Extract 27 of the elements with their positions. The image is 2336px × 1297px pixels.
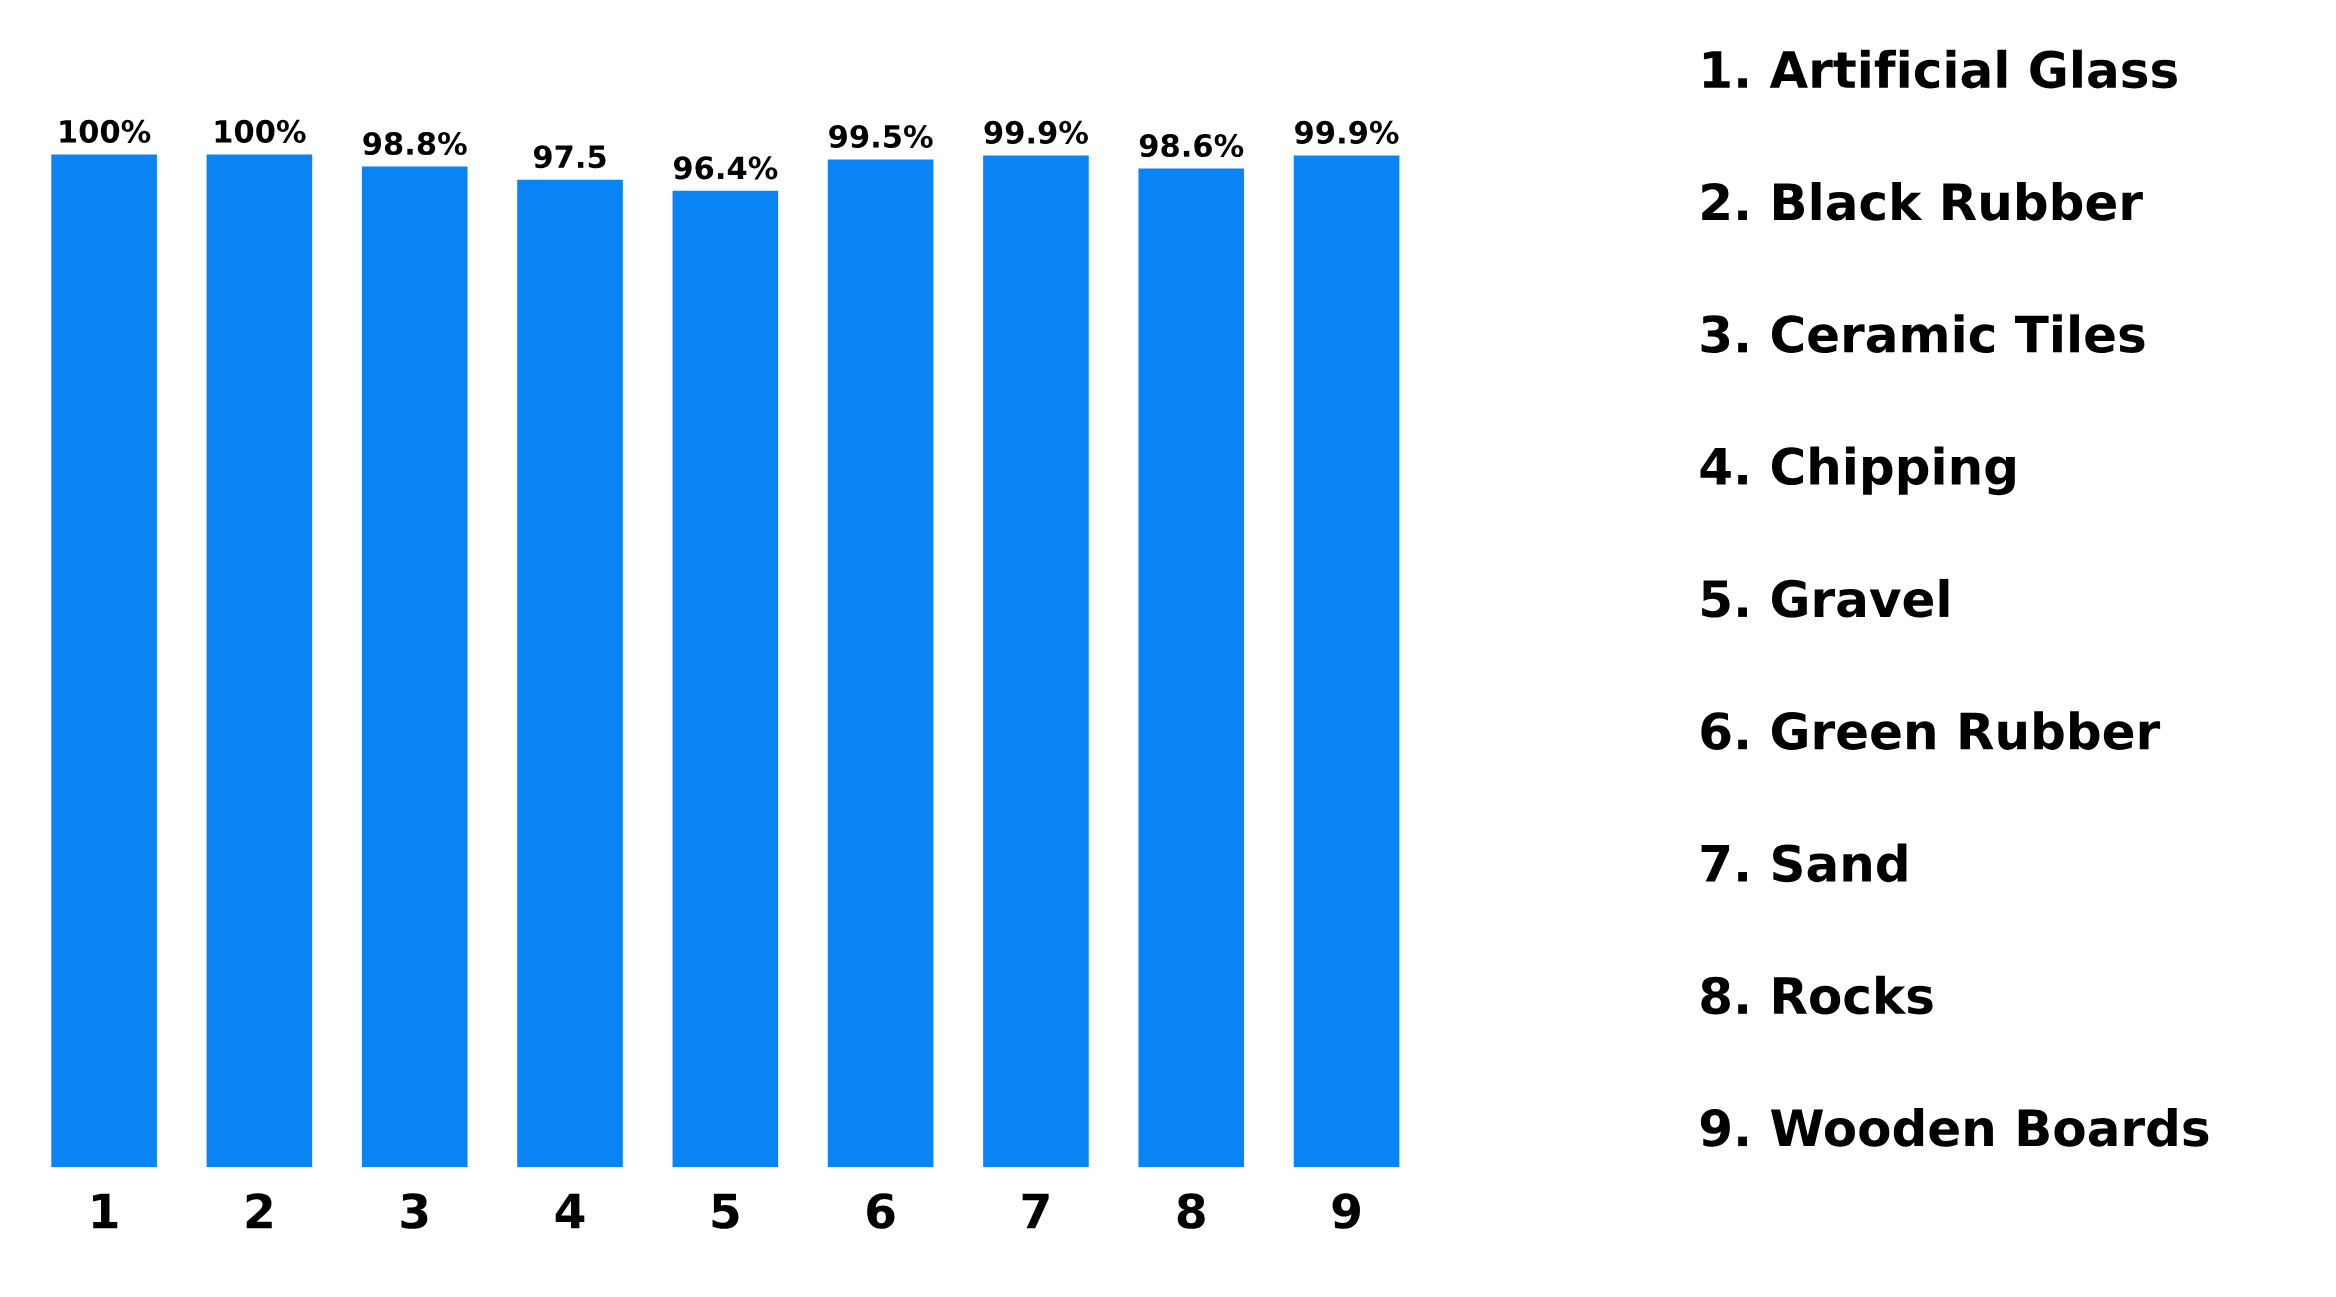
data-label: 99.9% [984, 120, 1088, 144]
x-tick-label: 3 [401, 1193, 428, 1229]
text: 2. Black Rubber [1702, 182, 2143, 221]
x-tick-label: 5 [712, 1193, 739, 1229]
text: 3. Ceramic Tiles [1701, 314, 2145, 354]
text: 5. Gravel [1702, 578, 1949, 618]
data-label: 100% [60, 119, 151, 143]
x-tick-label: 1 [93, 1193, 118, 1229]
text: 4. Chipping [1700, 446, 2015, 496]
data-label: 98.8% [363, 131, 467, 156]
text: 1. Artificial Glass [1703, 49, 2177, 89]
data-label: 97.5 [533, 145, 606, 169]
x-tick-label: 4 [555, 1193, 585, 1229]
data-label: 100% [215, 119, 306, 143]
x-tick-label: 8 [1177, 1193, 1205, 1229]
x-tick-label: 2 [246, 1193, 272, 1229]
text: 6. Green Rubber [1701, 711, 2161, 750]
x-tick-label: 7 [1022, 1193, 1049, 1229]
data-label: 96.4% [673, 156, 778, 180]
text: 8. Rocks [1701, 975, 1933, 1015]
data-label: 98.6% [1139, 134, 1244, 158]
data-label: 99.5% [829, 124, 933, 148]
text: 9. Wooden Boards [1700, 1108, 2209, 1147]
x-tick-label: 9 [1332, 1193, 1360, 1229]
text: 7. Sand [1701, 843, 1907, 883]
data-label: 99.9% [1295, 120, 1399, 144]
x-tick-label: 6 [867, 1193, 895, 1229]
